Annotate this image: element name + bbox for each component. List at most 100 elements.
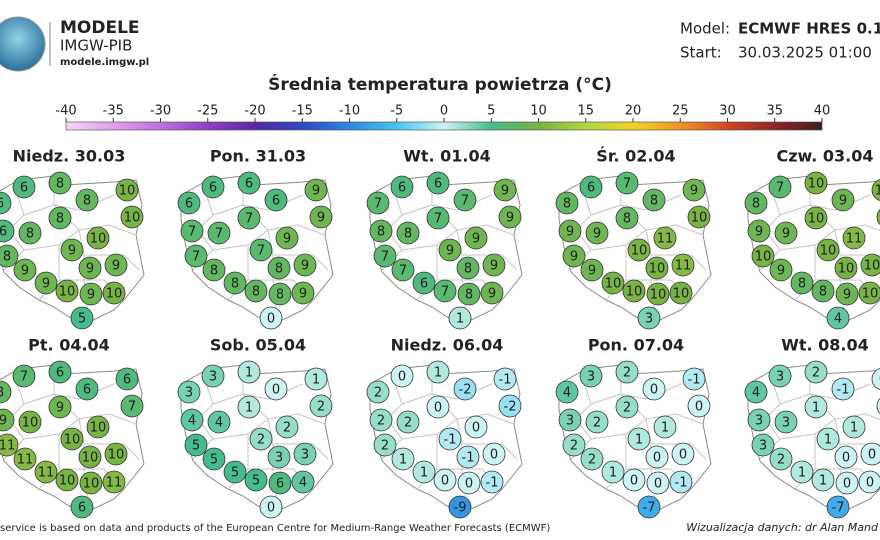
station-marker [244,468,268,492]
station-marker [369,219,393,243]
station-marker [601,460,625,484]
station-marker [834,445,858,469]
station-value: 9 [777,264,785,279]
station-marker [456,256,480,280]
station-value: 2 [623,401,631,416]
station-value: 8 [563,197,571,212]
station-marker [687,205,711,229]
station-value: 8 [464,262,472,277]
map-title: Śr. 02.04 [596,147,675,166]
station-value: 2 [623,366,631,381]
station-marker [13,258,37,282]
station-value: 7 [192,250,200,265]
station-marker [390,175,414,199]
station-marker [842,226,866,250]
station-value: 6 [209,181,217,196]
station-value: 9 [690,184,698,199]
station-value: 3 [209,370,217,385]
station-value: 9 [588,264,596,279]
station-value: 3 [587,370,595,385]
station-marker [223,271,247,295]
station-marker [86,226,110,250]
station-marker [78,445,102,469]
station-marker [60,238,84,262]
station-marker [480,281,504,305]
station-value: 6 [420,277,428,292]
station-marker [264,188,288,212]
station-marker [104,253,128,277]
station-marker [482,442,506,466]
station-marker [177,380,201,404]
station-value: 1 [819,474,827,489]
station-value: 8 [56,177,64,192]
station-marker [78,256,102,280]
station-value: 3 [301,448,309,463]
url[interactable]: modele.imgw.pl [60,57,149,68]
station-marker [811,279,835,303]
credit: Wizualizacja danych: dr Alan Mand [686,521,879,534]
station-marker [860,442,880,466]
station-marker [79,471,103,495]
station-value: 2 [777,453,785,468]
station-value: 11 [657,232,674,247]
station-value: 8 [798,277,806,292]
brand: MODELE [60,18,140,38]
station-value: 4 [188,414,196,429]
station-marker [75,377,99,401]
station-value: 2 [257,433,265,448]
station-value: 9 [839,194,847,209]
colorbar-tick-label: -15 [292,104,313,119]
station-value: 9 [283,232,291,247]
station-value: 8 [276,288,284,303]
map-panel: Niedz. 30.036688101086891089910999105 [0,147,145,330]
station-marker [55,468,79,492]
station-marker [115,178,139,202]
station-value: 10 [605,277,622,292]
station-marker [555,191,579,215]
station-value: 5 [192,439,200,454]
station-marker [646,282,670,306]
station-marker [860,253,880,277]
station-value: 1 [635,433,643,448]
station-marker [493,178,517,202]
station-marker [871,179,880,201]
station-marker [687,394,711,418]
station-value: 0 [267,312,275,327]
map-title: Wt. 01.04 [403,147,491,166]
station-value: 3 [275,451,283,466]
station-value: 3 [759,439,767,454]
station-marker [804,360,828,384]
station-marker [0,380,12,404]
station-value: 11 [0,439,15,454]
station-value: 10 [90,232,107,247]
station-value: 10 [119,184,136,199]
station-marker [180,219,204,243]
station-value: 8 [465,288,473,303]
station-marker [237,360,261,384]
station-marker [237,206,261,230]
station-marker [412,271,436,295]
station-value: -1 [675,476,688,491]
station-value: 11 [106,476,123,491]
station-marker [396,410,420,434]
station-marker [555,380,579,404]
station-value: 1 [399,453,407,468]
station-marker [391,258,415,282]
station-marker [464,226,488,250]
map-title: Pon. 07.04 [588,336,684,355]
station-value: 1 [609,466,617,481]
colorbar-tick-label: -35 [103,104,124,119]
station-value: 10 [650,288,667,303]
station-value: 10 [862,287,879,302]
station-value: 10 [59,474,76,489]
station-value: 0 [272,383,280,398]
station-value: 7 [776,181,784,196]
station-value: 3 [566,414,574,429]
station-marker [615,171,639,195]
station-marker [671,253,695,277]
station-marker [433,279,457,303]
station-marker [747,219,771,243]
